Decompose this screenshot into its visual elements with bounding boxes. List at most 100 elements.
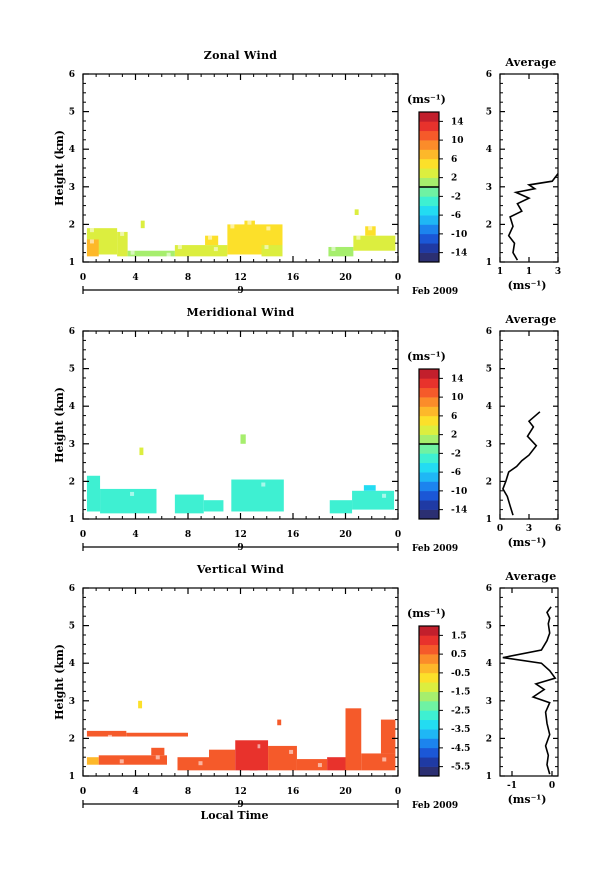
heat-cell xyxy=(203,500,224,512)
heat-cell xyxy=(329,500,353,514)
heat-cell xyxy=(127,250,175,257)
y-tick-label: 5 xyxy=(69,108,75,118)
heat-cell xyxy=(261,245,283,257)
heat-cell xyxy=(117,231,128,257)
heat-cell xyxy=(138,700,143,709)
colorbar-segment xyxy=(419,509,439,520)
colorbar-segment xyxy=(419,387,439,398)
colorbar-segment xyxy=(419,766,439,777)
x-tick-label: 12 xyxy=(234,273,247,283)
colorbar-segment xyxy=(419,747,439,758)
average-unit-label: (ms⁻¹) xyxy=(508,536,547,549)
colorbar-tick-label: -14 xyxy=(451,506,467,516)
average-x-tick-label: 0 xyxy=(549,781,555,791)
heat-cell-gap xyxy=(382,757,387,762)
heat-cell xyxy=(231,479,284,512)
colorbar-segment xyxy=(419,654,439,664)
colorbar-segment xyxy=(419,500,439,510)
colorbar-segment xyxy=(419,205,439,216)
x-tick-label: 0 xyxy=(395,787,401,797)
x-tick-label: 4 xyxy=(132,787,138,797)
colorbar-segment xyxy=(419,369,439,379)
colorbar-tick-label: 0.5 xyxy=(451,650,467,660)
y-tick-label: 4 xyxy=(69,659,75,669)
average-x-tick-label: 6 xyxy=(555,524,561,534)
colorbar-tick-label: 6 xyxy=(451,155,457,165)
heat-cell-gap xyxy=(331,246,336,251)
y-tick-label: 3 xyxy=(69,183,75,193)
y-tick-label: 5 xyxy=(69,622,75,632)
heat-cell xyxy=(174,245,228,257)
colorbar-tick-label: -3.5 xyxy=(451,725,470,735)
colorbar-tick-label: -5.5 xyxy=(451,763,470,773)
heat-cell xyxy=(244,220,255,232)
heatmap-cells xyxy=(86,700,396,771)
colorbar-segment xyxy=(419,444,439,454)
heat-cell xyxy=(98,755,167,765)
average-y-tick-label: 4 xyxy=(486,659,492,669)
heat-cell xyxy=(365,226,376,236)
average-frame xyxy=(499,330,559,520)
heat-cell xyxy=(86,475,101,512)
average-profile-line xyxy=(507,173,559,261)
panel-title: Vertical Wind xyxy=(196,563,284,576)
colorbar-label: (ms⁻¹) xyxy=(407,93,446,106)
y-tick-label: 6 xyxy=(69,584,75,594)
colorbar-segment xyxy=(419,462,439,473)
heat-cell xyxy=(86,757,99,765)
x-tick-label: 0 xyxy=(80,787,86,797)
y-tick-label: 5 xyxy=(69,365,75,375)
colorbar-label: (ms⁻¹) xyxy=(407,607,446,620)
heat-cell-gap xyxy=(356,235,361,240)
x-tick-label: 4 xyxy=(132,530,138,540)
heat-cell-gap xyxy=(177,245,182,250)
heat-cell-gap xyxy=(89,228,94,233)
average-unit-label: (ms⁻¹) xyxy=(508,279,547,292)
heat-cell xyxy=(328,246,354,257)
colorbar-segment xyxy=(419,701,439,711)
panel-title: Zonal Wind xyxy=(204,49,278,62)
colorbar-segment xyxy=(419,140,439,150)
average-y-tick-label: 2 xyxy=(486,220,492,230)
heat-cell-gap xyxy=(289,749,294,754)
panel-title: Meridional Wind xyxy=(186,306,294,319)
average-x-tick-label: 3 xyxy=(555,267,561,277)
heat-cell-gap xyxy=(130,491,135,496)
colorbar-segment xyxy=(419,252,439,263)
colorbar-tick-label: -2 xyxy=(451,449,461,459)
y-axis-label: Height (km) xyxy=(53,387,66,463)
colorbar-frame xyxy=(418,625,440,777)
colorbar-segment xyxy=(419,472,439,482)
heat-cell xyxy=(126,732,188,737)
heat-cell xyxy=(363,485,376,491)
heat-cell xyxy=(354,209,359,215)
heat-cell-gap xyxy=(107,734,112,739)
y-tick-label: 6 xyxy=(69,70,75,80)
x-tick-label: 0 xyxy=(80,273,86,283)
y-axis-label: Height (km) xyxy=(53,130,66,206)
average-y-tick-label: 1 xyxy=(486,772,492,782)
x-tick-label: 16 xyxy=(287,273,300,283)
colorbar-segment xyxy=(419,710,439,721)
colorbar-segment xyxy=(419,434,439,445)
colorbar-tick-label: -1.5 xyxy=(451,688,470,698)
colorbar-tick-label: 6 xyxy=(451,412,457,422)
colorbar-segment xyxy=(419,663,439,674)
heat-cell-gap xyxy=(208,235,213,240)
x-axis-label: Local Time xyxy=(201,809,269,822)
colorbar-segment xyxy=(419,378,439,389)
date-label: Feb 2009 xyxy=(412,801,458,811)
x-tick-label: 20 xyxy=(339,787,352,797)
colorbar-tick-label: -10 xyxy=(451,230,467,240)
x-tick-label: 12 xyxy=(234,530,247,540)
average-x-tick-label: 1 xyxy=(526,267,532,277)
colorbar-segment xyxy=(419,453,439,464)
colorbar-tick-label: 14 xyxy=(451,117,464,127)
colorbar-segment xyxy=(419,729,439,739)
x-tick-label: 12 xyxy=(234,787,247,797)
average-y-tick-label: 2 xyxy=(486,477,492,487)
average-y-tick-label: 5 xyxy=(486,108,492,118)
